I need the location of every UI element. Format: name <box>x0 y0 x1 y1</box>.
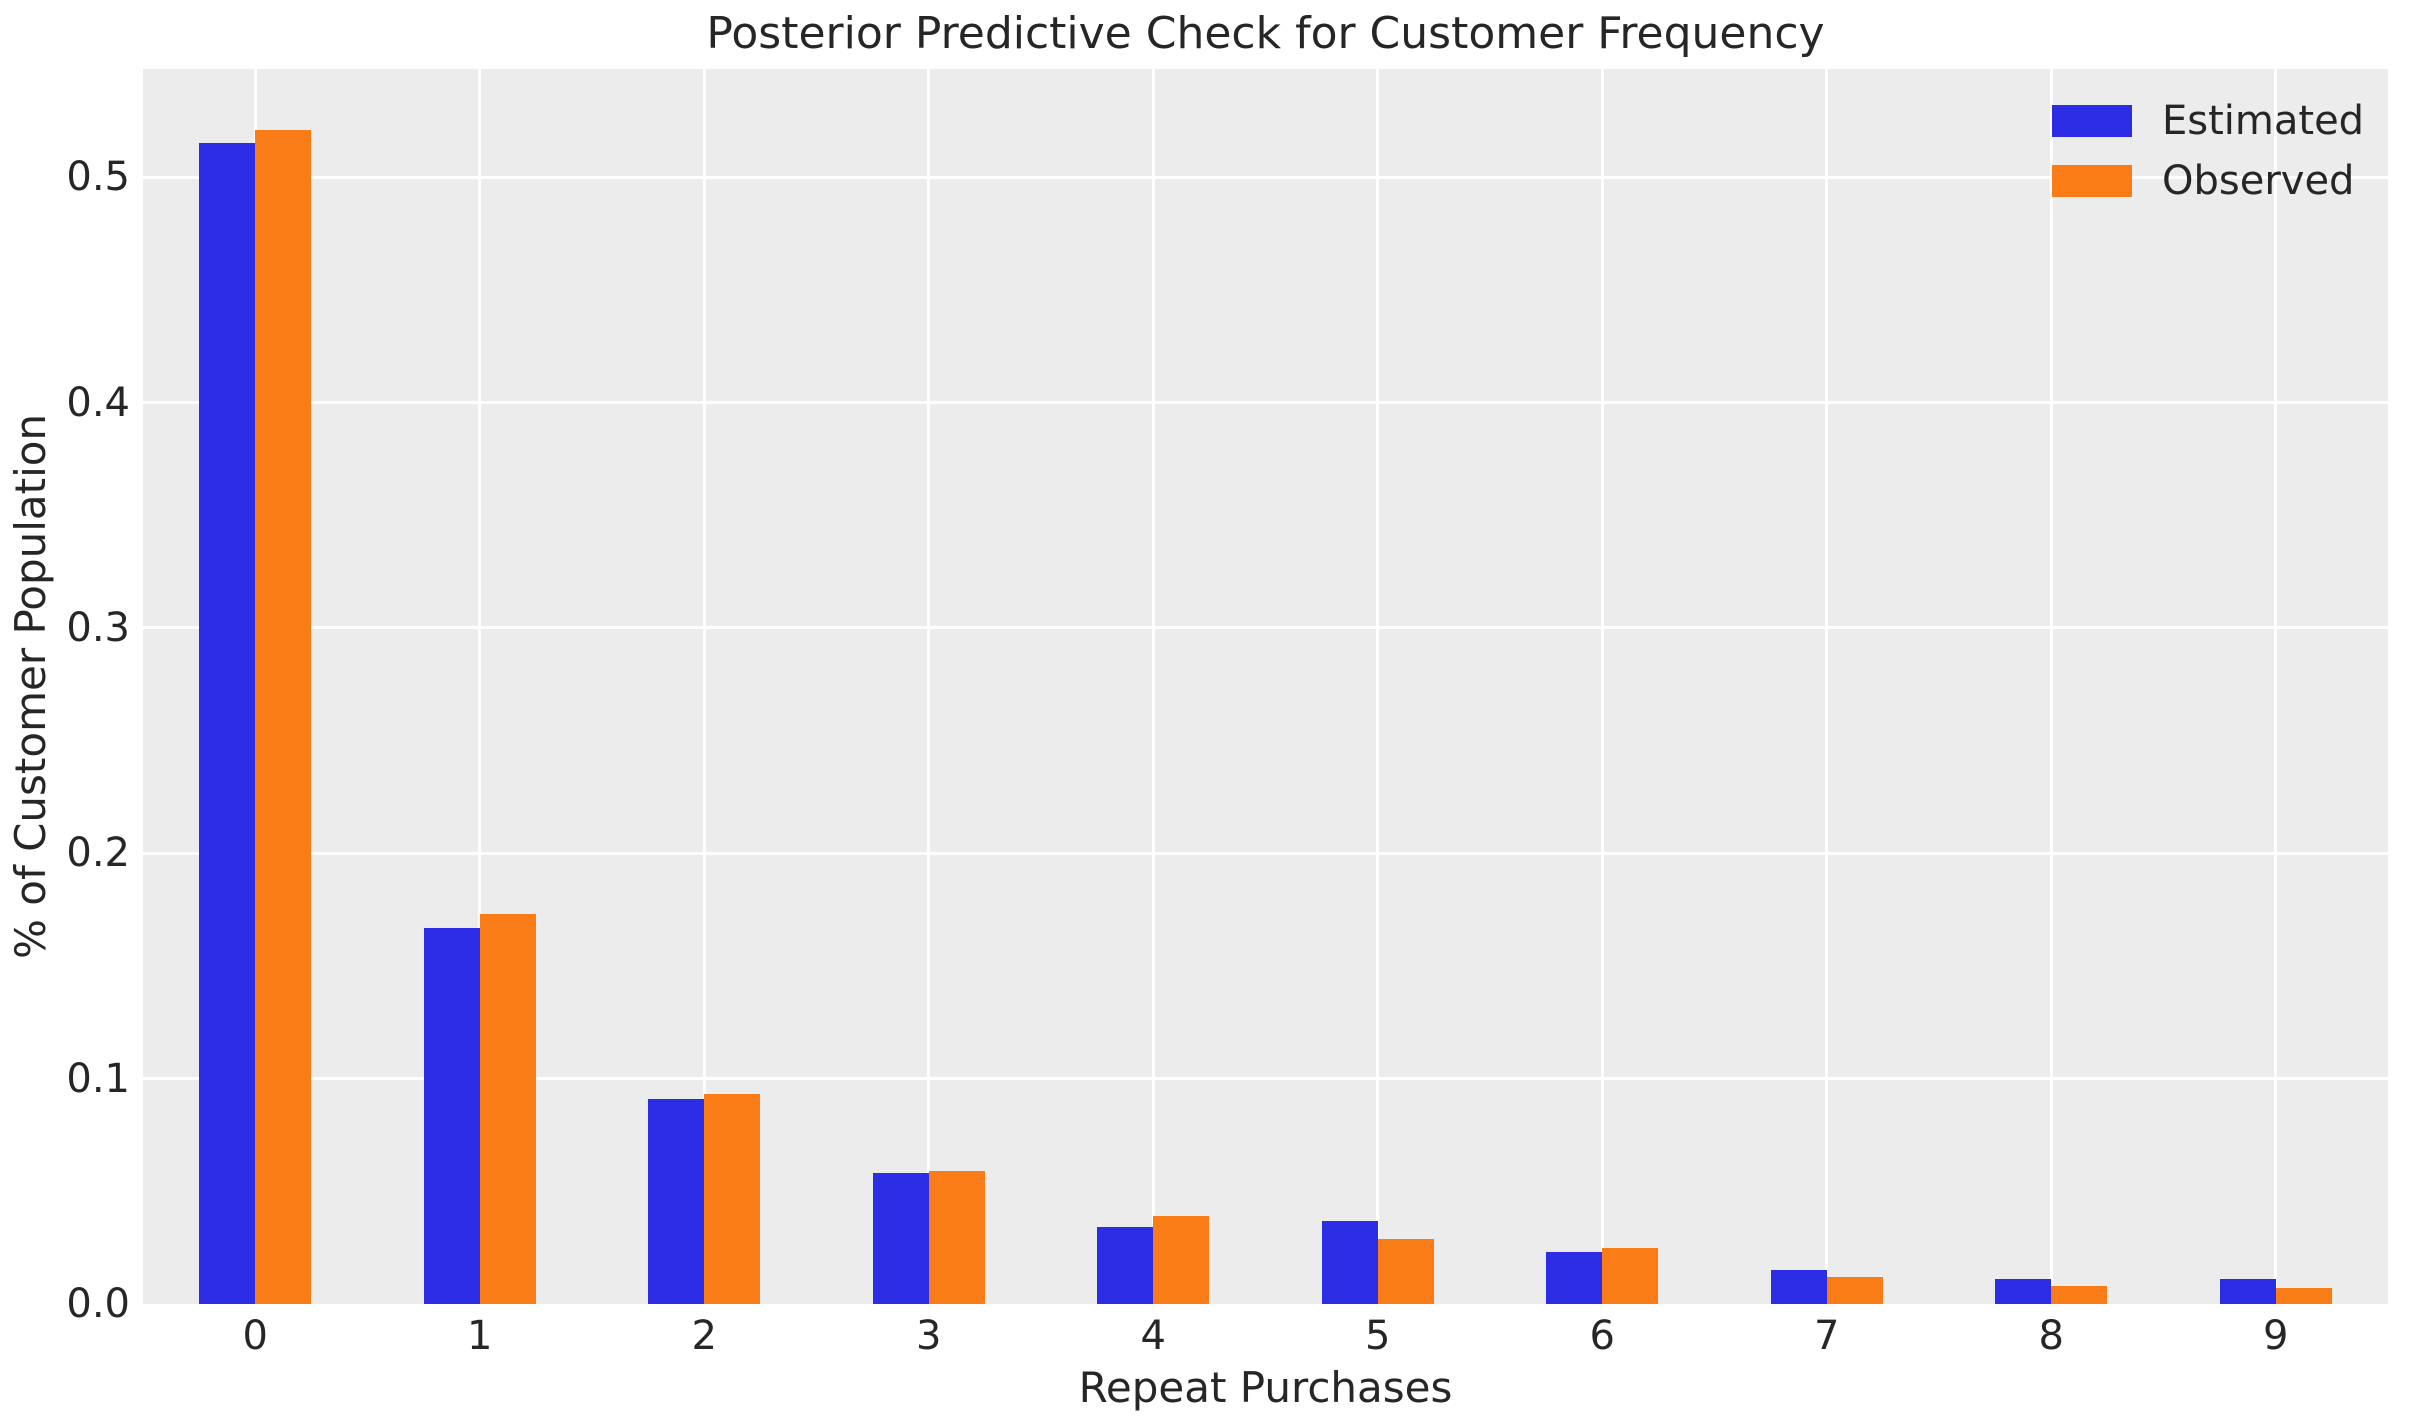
legend-item-estimated: Estimated <box>2052 98 2364 144</box>
bar-estimated-9 <box>2219 1279 2276 1304</box>
v-gridline <box>2274 69 2278 1304</box>
bar-observed-0 <box>255 129 312 1304</box>
v-gridline <box>1376 69 1380 1304</box>
x-tick-label: 8 <box>2038 1313 2064 1359</box>
h-gridline <box>143 175 2388 179</box>
legend-label-estimated: Estimated <box>2162 98 2365 144</box>
bar-observed-6 <box>1602 1247 1659 1304</box>
y-tick-label: 0.0 <box>66 1281 130 1327</box>
bar-estimated-4 <box>1097 1227 1154 1304</box>
bar-observed-3 <box>928 1171 985 1304</box>
bar-estimated-8 <box>1995 1279 2052 1304</box>
x-tick-label: 0 <box>242 1313 268 1359</box>
h-gridline <box>143 401 2388 405</box>
bar-observed-7 <box>1826 1276 1883 1304</box>
plot-area <box>143 69 2388 1304</box>
bar-estimated-1 <box>423 927 480 1304</box>
bar-estimated-3 <box>872 1173 929 1304</box>
observed-swatch-icon <box>2052 165 2132 197</box>
h-gridline <box>143 1077 2388 1081</box>
x-tick-label: 1 <box>467 1313 493 1359</box>
legend-item-observed: Observed <box>2052 158 2364 204</box>
bar-estimated-0 <box>199 143 256 1304</box>
bar-estimated-5 <box>1321 1220 1378 1304</box>
bar-observed-8 <box>2051 1285 2108 1304</box>
bar-observed-2 <box>704 1094 761 1304</box>
bar-observed-9 <box>2275 1288 2332 1304</box>
h-gridline <box>143 851 2388 855</box>
chart-title: Posterior Predictive Check for Customer … <box>706 8 1825 59</box>
x-tick-label: 2 <box>691 1313 717 1359</box>
x-tick-label: 3 <box>916 1313 942 1359</box>
v-gridline <box>1151 69 1155 1304</box>
y-tick-label: 0.4 <box>66 379 130 426</box>
legend: Estimated Observed <box>2052 98 2364 204</box>
v-gridline <box>1825 69 1829 1304</box>
v-gridline <box>1600 69 1604 1304</box>
x-tick-label: 9 <box>2263 1313 2289 1359</box>
y-tick-label: 0.1 <box>66 1055 130 1102</box>
v-gridline <box>927 69 931 1304</box>
v-gridline <box>702 69 706 1304</box>
y-axis-label: % of Customer Population <box>6 413 55 960</box>
x-tick-label: 6 <box>1589 1313 1615 1359</box>
x-axis-label: Repeat Purchases <box>1078 1363 1453 1412</box>
bar-estimated-7 <box>1770 1270 1827 1304</box>
v-gridline <box>478 69 482 1304</box>
y-tick-label: 0.2 <box>66 830 130 877</box>
x-tick-label: 4 <box>1140 1313 1166 1359</box>
bar-observed-1 <box>479 914 536 1304</box>
bar-estimated-2 <box>648 1098 705 1304</box>
bar-estimated-6 <box>1546 1252 1603 1304</box>
estimated-swatch-icon <box>2052 105 2132 137</box>
bar-observed-4 <box>1153 1216 1210 1304</box>
x-tick-label: 7 <box>1814 1313 1840 1359</box>
y-tick-label: 0.3 <box>66 604 130 651</box>
h-gridline <box>143 626 2388 630</box>
y-tick-label: 0.5 <box>66 154 130 201</box>
legend-label-observed: Observed <box>2162 158 2355 204</box>
x-tick-label: 5 <box>1365 1313 1391 1359</box>
bar-observed-5 <box>1377 1238 1434 1304</box>
v-gridline <box>2049 69 2053 1304</box>
